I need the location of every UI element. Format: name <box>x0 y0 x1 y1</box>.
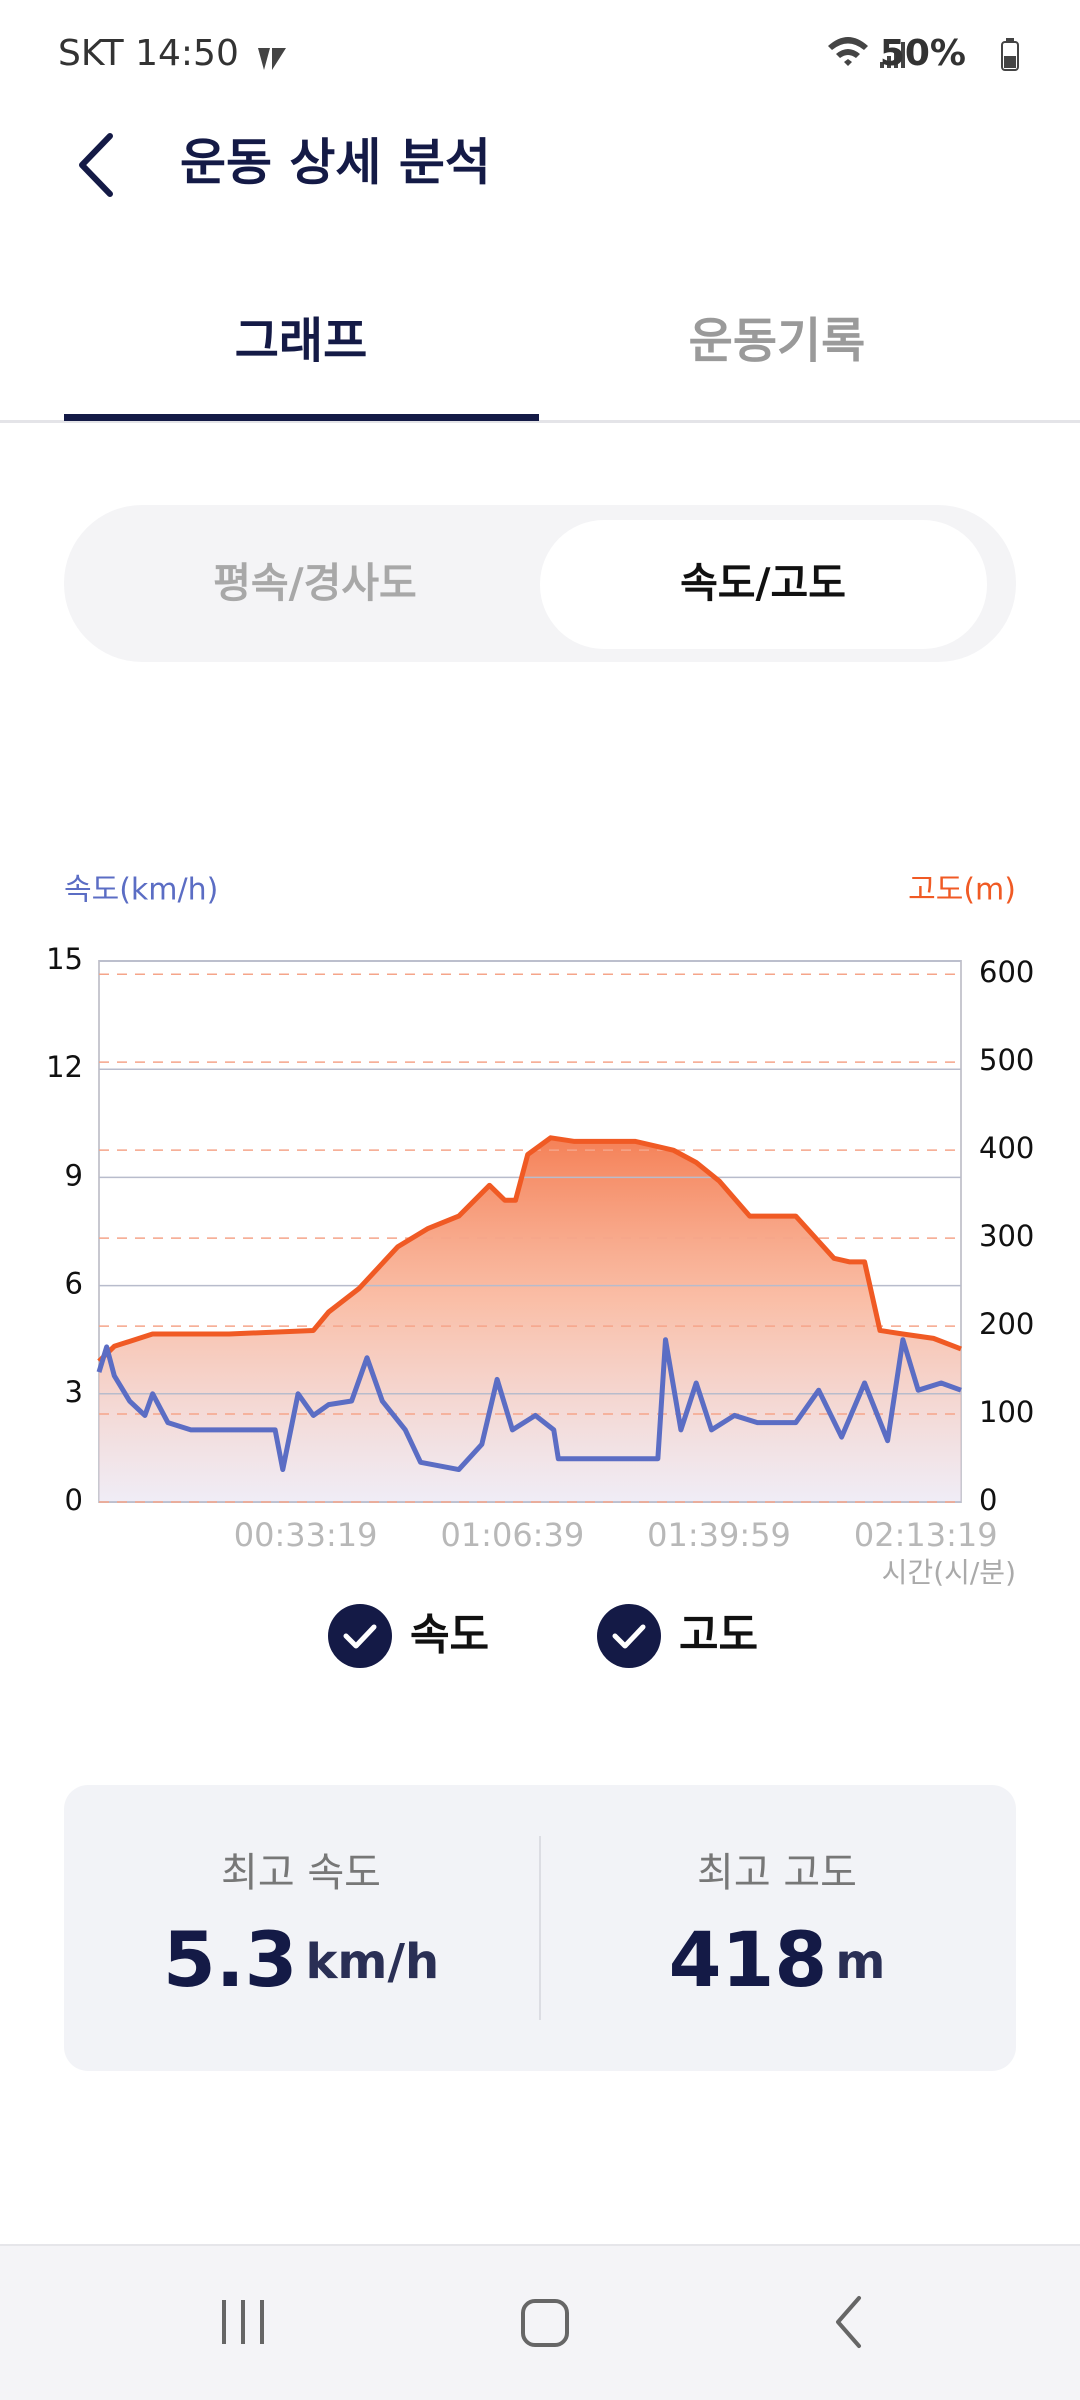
legend: 속도 고도 <box>328 1604 758 1668</box>
series-line <box>97 1135 962 1364</box>
y-tick-label: 9 <box>65 1158 83 1192</box>
y-tick-label: 6 <box>65 1267 83 1301</box>
stat-label: 최고 속도 <box>221 1850 381 1896</box>
signal-bar <box>880 62 884 68</box>
y-axis-label: 속도(km/h) <box>64 873 218 908</box>
nav-indicator-icon <box>258 48 286 70</box>
y2-axis-label: 고도(m) <box>908 873 1016 908</box>
chart: 0 3 6 9 12 15 0 100 200 300 400 500 600 00:33:19 01:06… <box>46 942 1034 1554</box>
stat-unit: km/h <box>306 1934 440 1990</box>
stat-label: 최고 고도 <box>697 1850 857 1896</box>
wifi-icon <box>828 37 868 66</box>
x-axis-label: 시간(시/분) <box>882 1556 1016 1589</box>
toggle-option[interactable]: 속도/고도 <box>680 559 846 607</box>
x-tick-label: 01:06:39 <box>440 1516 584 1554</box>
legend-label: 고도 <box>679 1611 758 1661</box>
x-tick-label: 00:33:19 <box>234 1516 378 1554</box>
nav-recent[interactable] <box>222 2300 264 2344</box>
tab-divider <box>0 420 1080 423</box>
battery-icon <box>1001 38 1019 71</box>
nav-home[interactable] <box>521 2299 569 2347</box>
y2-tick-label: 200 <box>979 1307 1034 1341</box>
tab-graph[interactable]: 그래프 <box>235 313 367 369</box>
y-tick-label: 0 <box>65 1483 83 1517</box>
y-tick-label: 15 <box>46 942 83 976</box>
signal-bar <box>901 42 905 68</box>
stat-value: 418 m <box>669 1915 886 2004</box>
y2-tick-label: 100 <box>979 1395 1034 1429</box>
series-line <box>96 1337 962 1473</box>
status-battery: 50% <box>880 33 966 74</box>
page-title: 운동 상세 분석 <box>180 134 491 192</box>
tab-indicator <box>64 414 539 421</box>
y2-tick-label: 500 <box>979 1043 1034 1077</box>
y2-tick-label: 300 <box>979 1219 1034 1253</box>
legend-checkbox[interactable] <box>328 1604 392 1668</box>
status-carrier-time: SKT 14:50 <box>58 33 239 74</box>
stat-number: 418 <box>669 1915 828 2004</box>
stat-number: 5.3 <box>163 1915 298 2004</box>
x-tick-label: 01:39:59 <box>647 1516 791 1554</box>
nav-bar <box>0 2244 1080 2400</box>
toggle-option[interactable]: 평속/경사도 <box>213 559 417 607</box>
legend-label: 속도 <box>410 1611 489 1661</box>
legend-check <box>612 1624 646 1649</box>
status-icons <box>258 37 905 70</box>
signal-bar <box>894 49 898 68</box>
y-tick-label: 3 <box>65 1375 83 1409</box>
stats-divider <box>539 1836 541 2020</box>
nav-back[interactable] <box>836 2296 861 2348</box>
toggle-selected <box>540 520 987 649</box>
y2-tick-label: 400 <box>979 1131 1034 1165</box>
nav-divider <box>0 2244 1080 2246</box>
stat-unit: m <box>835 1934 885 1990</box>
signal-bar <box>887 56 891 68</box>
x-tick-label: 02:13:19 <box>854 1516 998 1554</box>
legend-checkbox[interactable] <box>597 1604 661 1668</box>
area <box>99 1137 961 1502</box>
y2-tick-label: 0 <box>979 1483 997 1517</box>
stat-value: 5.3 km/h <box>163 1915 439 2004</box>
y-tick-label: 12 <box>46 1050 83 1084</box>
back-button[interactable] <box>79 133 113 197</box>
y2-tick-label: 600 <box>979 955 1034 989</box>
tab-record[interactable]: 운동기록 <box>689 313 866 369</box>
legend-check <box>343 1624 377 1649</box>
